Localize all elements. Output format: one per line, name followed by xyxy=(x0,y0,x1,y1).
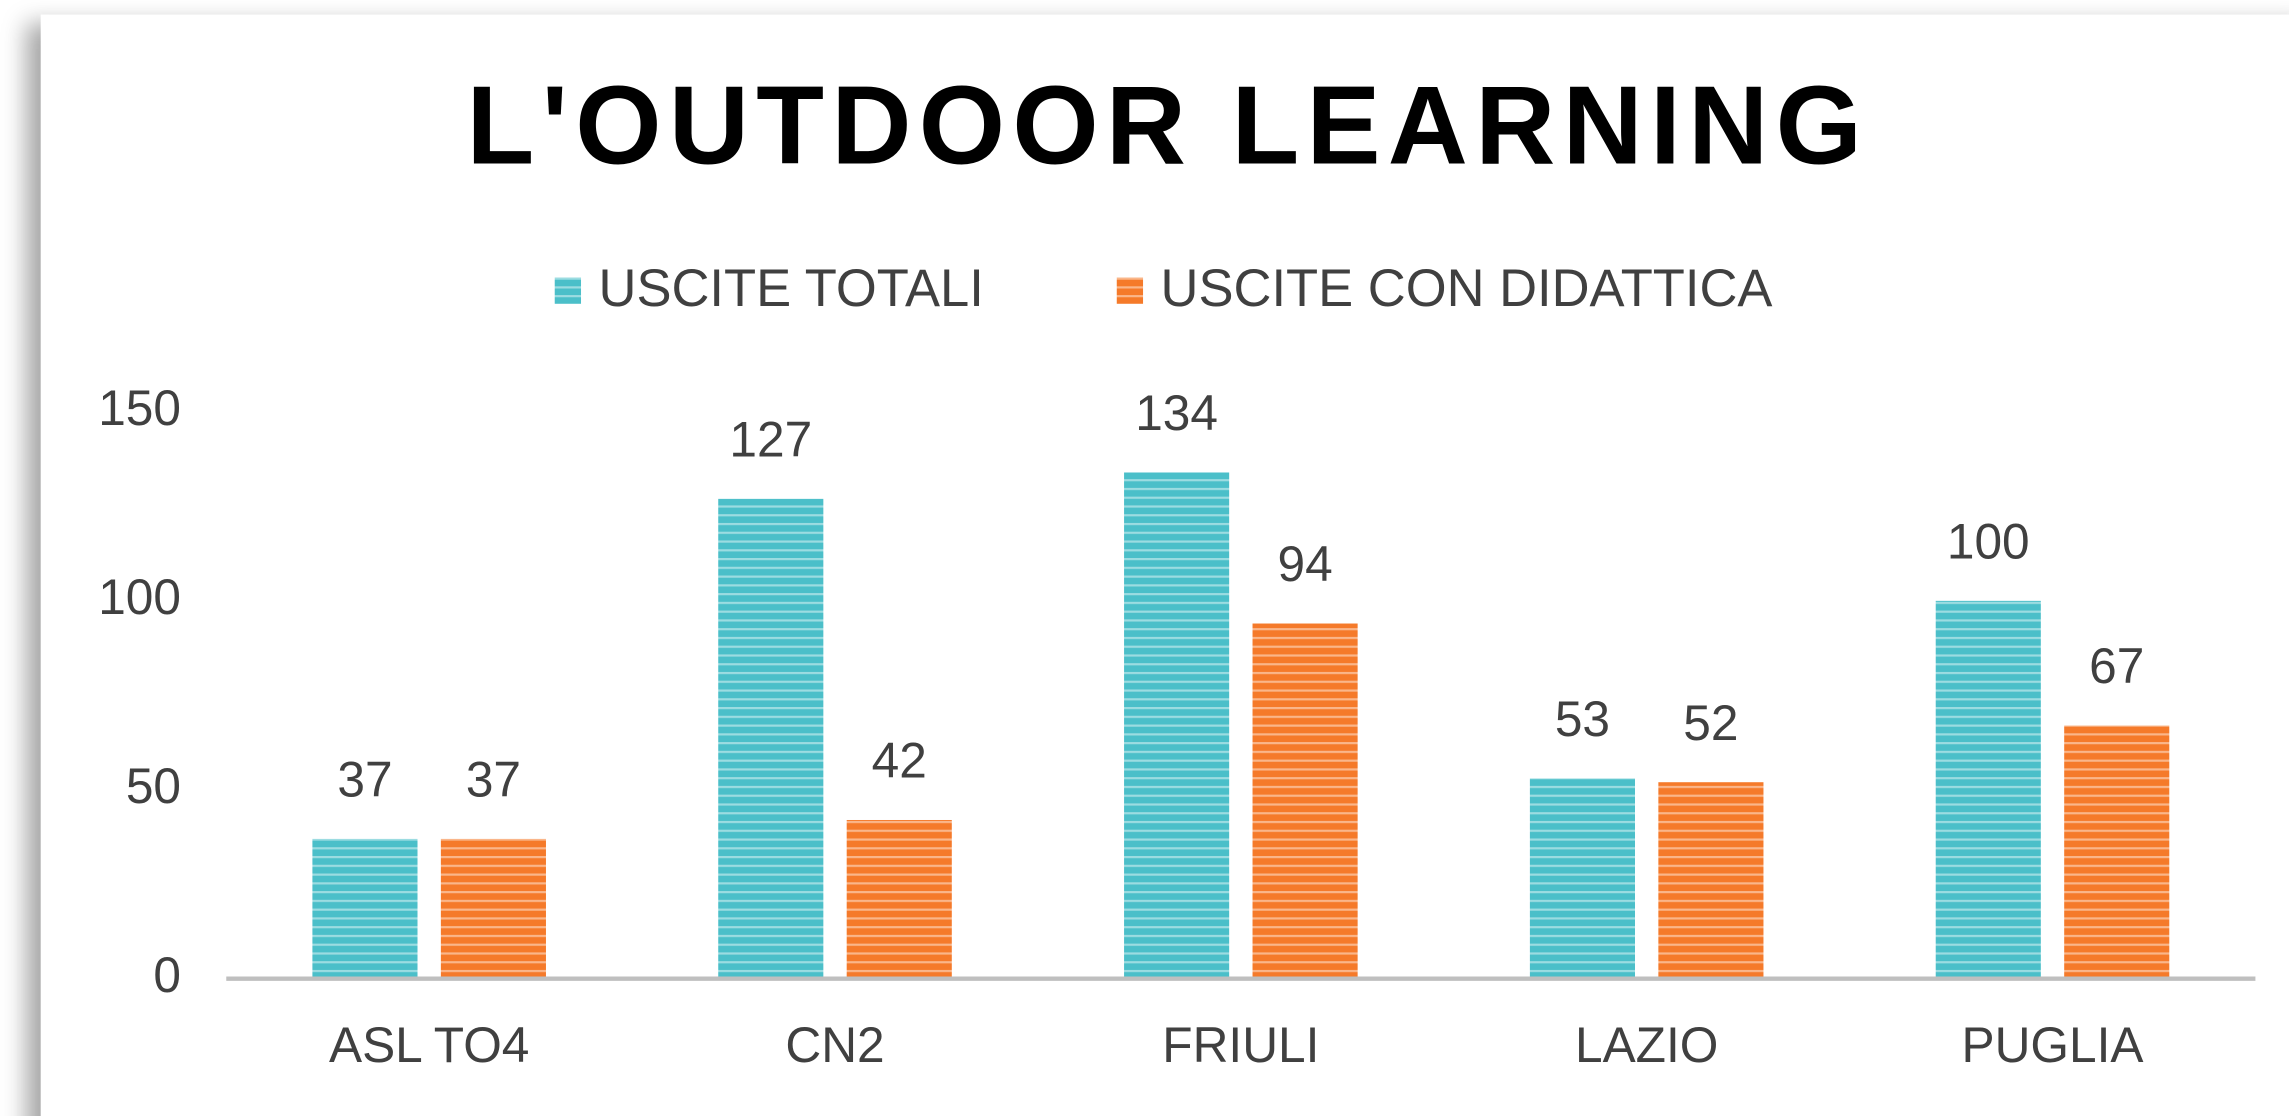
bar xyxy=(1252,623,1358,979)
bar xyxy=(440,838,546,979)
data-label: 37 xyxy=(337,751,392,807)
y-tick-label: 150 xyxy=(98,380,181,436)
bar xyxy=(1529,778,1635,979)
data-label: 67 xyxy=(2089,638,2144,694)
legend-swatch xyxy=(554,277,582,304)
x-tick-label: LAZIO xyxy=(1575,1017,1718,1073)
x-tick-label: PUGLIA xyxy=(1962,1017,2144,1073)
bar xyxy=(2064,725,2170,979)
data-label: 94 xyxy=(1277,536,1332,592)
x-tick-label: CN2 xyxy=(785,1017,884,1073)
data-label: 134 xyxy=(1135,385,1218,441)
data-label: 37 xyxy=(466,751,521,807)
data-label: 42 xyxy=(872,733,927,789)
legend-label: USCITE CON DIDATTICA xyxy=(1161,259,1773,318)
y-tick-label: 50 xyxy=(126,758,181,814)
data-label: 52 xyxy=(1683,695,1738,751)
x-tick-label: ASL TO4 xyxy=(329,1017,529,1073)
data-label: 100 xyxy=(1947,513,2030,569)
chart-title: L'OUTDOOR LEARNING xyxy=(467,64,1870,188)
legend-swatch xyxy=(1116,277,1144,304)
bar xyxy=(1935,600,2041,979)
legend-label: USCITE TOTALI xyxy=(599,259,984,318)
bar xyxy=(1658,782,1764,979)
x-tick-label: FRIULI xyxy=(1162,1017,1319,1073)
y-tick-label: 0 xyxy=(153,947,181,1003)
data-label: 53 xyxy=(1555,691,1610,747)
bar xyxy=(846,819,952,979)
bar xyxy=(718,498,824,979)
bar xyxy=(312,838,418,979)
y-tick-label: 100 xyxy=(98,569,181,625)
data-label: 127 xyxy=(729,411,812,467)
bar xyxy=(1124,472,1230,979)
